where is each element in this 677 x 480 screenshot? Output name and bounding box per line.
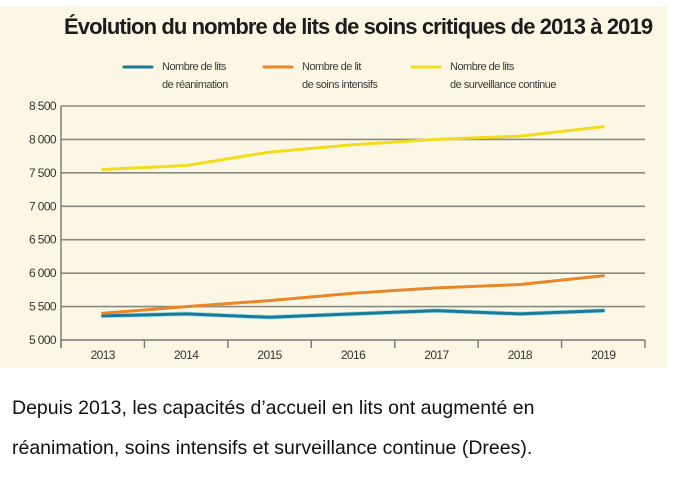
y-tick-label: 6 000: [29, 266, 57, 280]
legend-label: Nombre de lit: [302, 61, 361, 73]
caption-line-1: Depuis 2013, les capacités d’accueil en …: [12, 397, 535, 419]
x-tick-label: 2013: [91, 348, 116, 362]
chart-title: Évolution du nombre de lits de soins cri…: [64, 14, 653, 39]
y-axis-ticks: 5 000 5 500 6 000 6 500 7 000 7 500 8 000 8 500: [29, 99, 58, 347]
legend-label: Nombre de lits: [162, 61, 227, 73]
legend-label: de soins intensifs: [302, 79, 378, 91]
x-tick-label: 2018: [508, 348, 533, 362]
gridlines: [61, 105, 645, 308]
y-tick-label: 6 500: [29, 233, 57, 247]
x-tick-label: 2014: [174, 348, 199, 362]
chart-panel: Évolution du nombre de lits de soins cri…: [0, 6, 667, 368]
legend-label: de surveillance continue: [450, 79, 556, 91]
caption: Depuis 2013, les capacités d’accueil en …: [12, 388, 662, 468]
x-tick-label: 2015: [257, 348, 282, 362]
series-line-1: [101, 309, 605, 319]
y-tick-label: 8 000: [29, 132, 57, 146]
legend-item: Nombre de lit de soins intensifs: [262, 61, 379, 91]
axes: [60, 106, 646, 348]
legend-label: Nombre de lits: [450, 61, 515, 73]
legend-label: de réanimation: [162, 79, 228, 91]
line-chart: Évolution du nombre de lits de soins cri…: [29, 14, 654, 362]
y-tick-label: 7 500: [29, 166, 57, 180]
x-tick-label: 2016: [341, 348, 366, 362]
y-tick-label: 5 000: [29, 333, 57, 347]
series-lines: [100, 125, 606, 320]
x-tick-label: 2017: [424, 348, 449, 362]
y-tick-label: 7 000: [29, 199, 57, 213]
series-line-2: [101, 274, 605, 315]
legend-item: Nombre de lits de surveillance continue: [410, 61, 557, 91]
x-tick-label: 2019: [591, 348, 616, 362]
x-axis-ticks: 2013 2014 2015 2016 2017 2018 2019: [91, 348, 617, 362]
y-tick-label: 8 500: [29, 99, 57, 113]
legend-item: Nombre de lits de réanimation: [122, 61, 229, 91]
series-line-3: [101, 125, 605, 171]
caption-line-2: réanimation, soins intensifs et surveill…: [12, 437, 533, 459]
y-tick-label: 5 500: [29, 300, 57, 314]
